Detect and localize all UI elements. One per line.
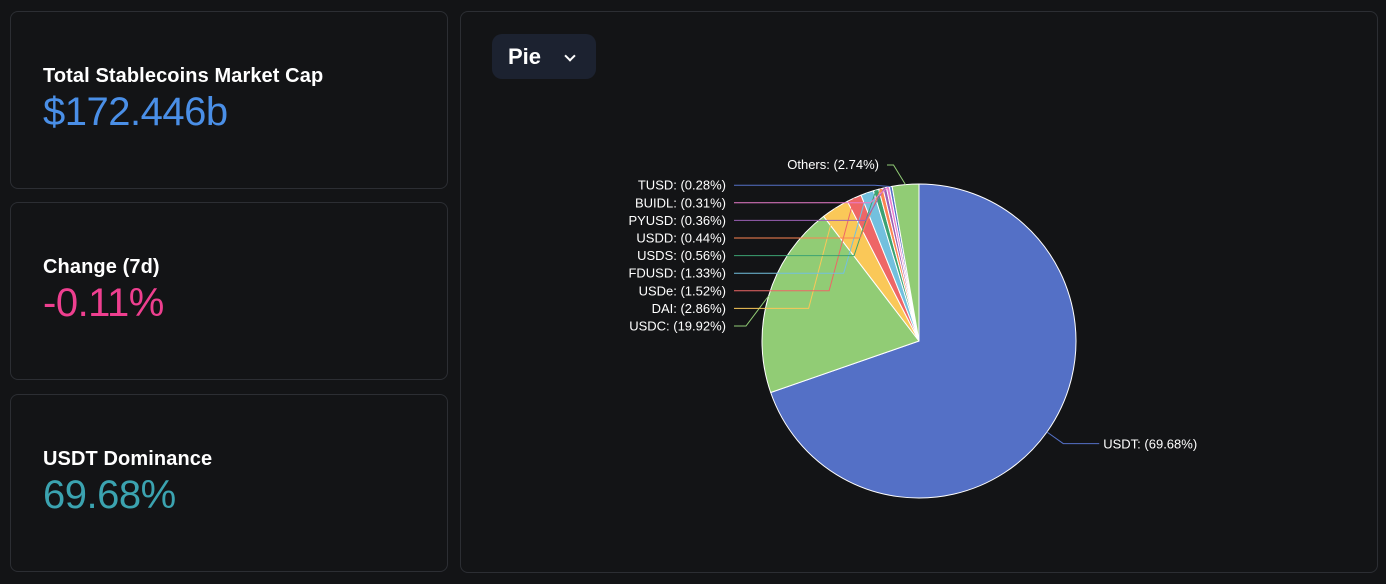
pie-label-usdc: USDC: (19.92%): [629, 319, 726, 334]
leader-line-usds: [734, 189, 877, 257]
leader-line-dai: [734, 208, 836, 309]
leader-line-usdc: [734, 295, 770, 327]
market-cap-card: Total Stablecoins Market Cap $172.446b: [10, 11, 448, 189]
leader-line-tusd: [734, 184, 891, 188]
leader-line-pyusd: [734, 187, 886, 221]
chevron-down-icon: [564, 50, 576, 62]
market-cap-label: Total Stablecoins Market Cap: [43, 65, 324, 87]
leader-line-usde: [734, 197, 855, 292]
dominance-value: 69.68%: [43, 473, 176, 517]
pie-label-tusd: TUSD: (0.28%): [638, 178, 726, 193]
pie-label-dai: DAI: (2.86%): [652, 301, 726, 316]
change-card: Change (7d) -0.11%: [10, 202, 448, 380]
pie-label-usde: USDe: (1.52%): [639, 283, 726, 298]
pie-label-buidl: BUIDL: (0.31%): [635, 195, 726, 210]
change-label: Change (7d): [43, 256, 160, 278]
change-value: -0.11%: [43, 281, 164, 325]
leader-line-buidl: [734, 186, 889, 204]
pie-label-pyusd: PYUSD: (0.36%): [628, 213, 726, 228]
pie-slice-usdc[interactable]: [761, 215, 920, 394]
leader-line-usdt: [1046, 431, 1100, 445]
market-cap-value: $172.446b: [43, 90, 228, 134]
chart-type-dropdown[interactable]: Pie: [492, 34, 596, 79]
pie-label-fdusd: FDUSD: (1.33%): [628, 266, 726, 281]
pie-label-usds: USDS: (0.56%): [637, 248, 726, 263]
leader-line-fdusd: [734, 192, 868, 274]
pie-label-usdd: USDD: (0.44%): [636, 231, 726, 246]
dominance-label: USDT Dominance: [43, 448, 213, 470]
leader-line-others: [887, 164, 906, 185]
pie-label-others: Others: (2.74%): [787, 157, 879, 172]
chart-type-label: Pie: [508, 43, 542, 69]
chart-card: USDT: (69.68%) USDC: (19.92%) DAI: (2.86%)…: [460, 11, 1378, 573]
dominance-card: USDT Dominance 69.68%: [10, 394, 448, 572]
pie-chart: USDT: (69.68%) USDC: (19.92%) DAI: (2.86%)…: [628, 157, 1197, 499]
pie-label-usdt: USDT: (69.68%): [1103, 437, 1197, 452]
